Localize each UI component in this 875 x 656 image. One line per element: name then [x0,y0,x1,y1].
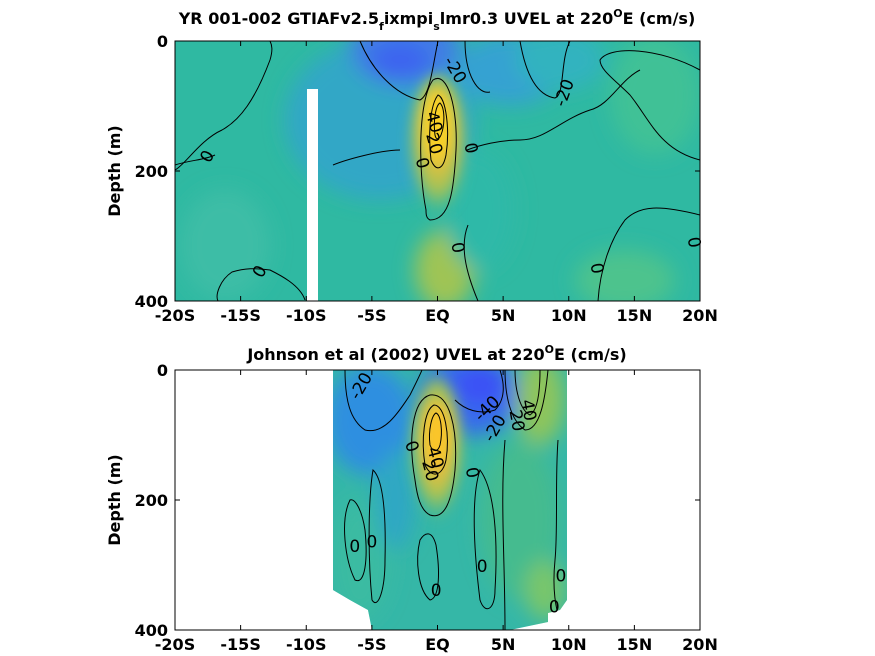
bottom-contour-label: 0 [461,466,483,480]
top-x-tick-label: -20S [155,306,195,325]
bottom-x-tick-label: -5S [357,635,386,654]
bottom-x-tick-label: 5N [491,635,516,654]
top-y-tick-label: 200 [135,162,168,181]
bottom-heatmap [333,370,567,630]
top-x-tick-label: EQ [425,306,450,325]
top-y-label: Depth (m) [105,125,124,217]
top-contour-label: 0 [411,155,433,171]
bottom-contour-label: 0 [349,537,360,557]
top-contour-label: 0 [460,141,482,155]
top-contours [175,41,700,301]
top-y-tick-label: 0 [157,32,168,51]
bottom-y-tick-label: 0 [157,361,168,380]
top-x-tick-label: -5S [357,306,386,325]
top-x-tick-label: 5N [491,306,516,325]
bottom-contour-label: 0 [366,532,377,552]
top-y-tick-label: 400 [135,292,168,311]
bottom-x-tick-label: EQ [425,635,450,654]
top-title: YR 001-002 GTIAFv2.5fixmpislmr0.3 UVEL a… [178,7,696,33]
bottom-contour-label: 0 [549,597,560,617]
panel-top: YR 001-002 GTIAFv2.5fixmpislmr0.3 UVEL a… [105,7,718,325]
bottom-contours [344,370,561,630]
bottom-contour-label: 20 [505,408,528,433]
bottom-x-axis: -20S -15S -10S -5S EQ 5N 10N 15N 20N [155,370,718,654]
bottom-x-tick-label: -10S [286,635,326,654]
top-x-tick-label: -10S [286,306,326,325]
top-x-tick-label: -15S [220,306,260,325]
top-contour-label: 0 [683,235,705,249]
bottom-x-tick-label: -15S [220,635,260,654]
bottom-contour-label: 0 [555,567,566,587]
panel-bottom: Johnson et al (2002) UVEL at 220OE (cm/s… [105,343,718,654]
top-y-axis: 0 200 400 [135,32,700,311]
bottom-x-tick-label: 10N [551,635,587,654]
bottom-y-tick-label: 200 [135,491,168,510]
top-x-tick-label: 15N [617,306,653,325]
bottom-contour-label: 0 [477,557,488,577]
bottom-y-label: Depth (m) [105,454,124,546]
top-contour-label: 0 [446,241,468,255]
top-heatmap [175,41,700,301]
top-x-axis: -20S -15S -10S -5S EQ 5N 10N 15N 20N [155,41,718,325]
bottom-x-tick-label: 20N [682,635,718,654]
bottom-x-tick-label: -20S [155,635,195,654]
top-x-tick-label: 20N [682,306,718,325]
bottom-x-tick-label: 15N [617,635,653,654]
bottom-title: Johnson et al (2002) UVEL at 220OE (cm/s… [246,343,626,364]
top-x-tick-label: 10N [551,306,587,325]
bottom-contour-label: 40 [516,398,539,423]
bottom-contour-label: 0 [431,581,442,601]
top-contour-label: 0 [586,261,608,275]
bottom-y-tick-label: 400 [135,621,168,640]
